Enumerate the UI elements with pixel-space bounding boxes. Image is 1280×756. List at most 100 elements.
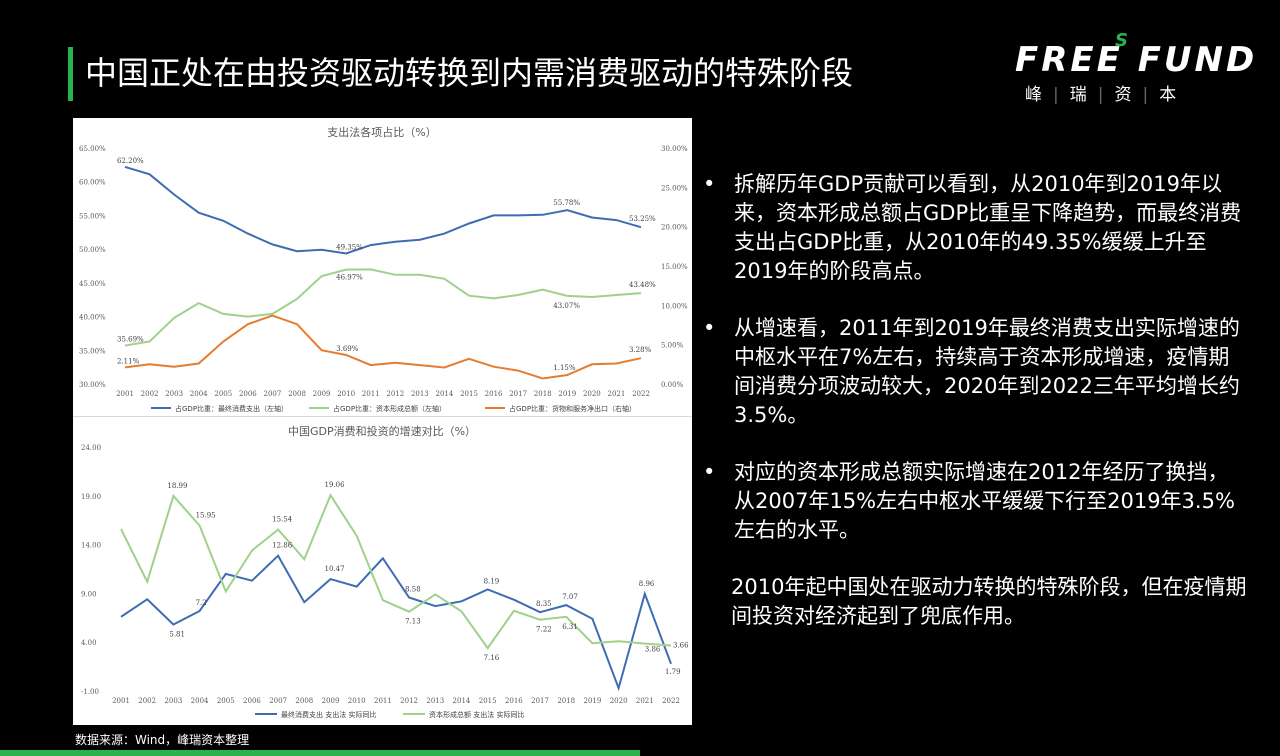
logo-char: 瑞	[1069, 85, 1089, 105]
series-line-1	[120, 493, 672, 650]
data-label: 10.47	[325, 565, 345, 573]
legend-label: 占GDP比重：资本形成总额（左轴）	[333, 404, 446, 413]
bullet-list: • 拆解历年GDP贡献可以看到，从2010年到2019年以来，资本形成总额占GDP…	[703, 170, 1243, 573]
x-tick-label: 2009	[322, 697, 340, 705]
x-tick-label: 2012	[400, 697, 418, 705]
x-tick-label: 2014	[453, 697, 471, 705]
y-tick-label: 14.00	[81, 542, 101, 550]
bullet-item: • 拆解历年GDP贡献可以看到，从2010年到2019年以来，资本形成总额占GDP…	[703, 172, 1242, 283]
series-line-2	[124, 314, 642, 380]
y-right-tick-label: 5.00%	[661, 342, 684, 350]
x-tick-label: 2018	[534, 390, 552, 398]
y-tick-label: 24.00	[81, 444, 101, 452]
data-label: 46.97%	[336, 274, 363, 282]
data-label: 43.07%	[553, 302, 580, 310]
series-line-0	[120, 554, 672, 692]
legend-label: 资本形成总额 支出法 实际同比	[429, 710, 524, 719]
x-tick-label: 2018	[557, 697, 575, 705]
x-tick-label: 2015	[460, 390, 478, 398]
x-tick-label: 2021	[636, 697, 654, 705]
x-tick-label: 2001	[112, 697, 130, 705]
summary-text: 2010年起中国处在驱动力转换的特殊阶段，但在疫情期间投资对经济起到了兜底作用。	[731, 575, 1247, 628]
y-right-tick-label: 25.00%	[661, 184, 688, 192]
y-tick-label: -1.00	[81, 688, 99, 696]
data-label: 53.25%	[629, 215, 656, 223]
x-tick-label: 2021	[608, 390, 626, 398]
x-tick-label: 2007	[264, 390, 282, 398]
x-tick-label: 2022	[662, 697, 680, 705]
data-label: 7.13	[405, 618, 421, 626]
data-label: 6.31	[562, 623, 578, 631]
x-tick-label: 2007	[269, 697, 287, 705]
x-tick-label: 2016	[485, 390, 503, 398]
data-label: 3.28%	[629, 346, 652, 354]
x-tick-label: 2017	[509, 390, 527, 398]
x-tick-label: 2014	[436, 390, 454, 398]
x-tick-label: 2004	[190, 390, 208, 398]
x-tick-label: 2002	[138, 697, 156, 705]
data-label: 19.06	[325, 481, 346, 489]
data-label: 3.86	[645, 646, 661, 654]
bottom-accent-bar	[0, 750, 640, 756]
series-line-1	[124, 268, 642, 347]
logo-wordmark: FREE FUND	[1015, 40, 1258, 80]
bullet-item: • 对应的资本形成总额实际增速在2012年经历了换挡，从2007年15%左右中枢水…	[703, 460, 1235, 542]
logo-s-mark: S	[1115, 30, 1128, 51]
data-label: 2.11%	[117, 357, 140, 365]
y-left-tick-label: 50.00%	[79, 246, 106, 254]
data-label: 8.19	[484, 577, 500, 585]
data-label: 7.07	[562, 593, 578, 601]
data-label: 12.86	[272, 542, 293, 550]
x-tick-label: 2016	[505, 697, 523, 705]
x-tick-label: 2020	[610, 697, 628, 705]
x-tick-label: 2001	[116, 390, 134, 398]
y-tick-label: 19.00	[81, 493, 101, 501]
data-label: 7.2	[196, 599, 207, 607]
data-label: 49.35%	[336, 244, 363, 252]
x-tick-label: 2006	[239, 390, 257, 398]
data-label: 5.81	[169, 631, 185, 639]
x-tick-label: 2011	[374, 697, 392, 705]
y-right-tick-label: 20.00%	[661, 224, 688, 232]
x-tick-label: 2010	[337, 390, 355, 398]
y-tick-label: 4.00	[81, 639, 97, 647]
data-label: 18.99	[167, 482, 187, 490]
x-tick-label: 2020	[583, 390, 601, 398]
x-tick-label: 2005	[217, 697, 235, 705]
x-tick-label: 2022	[632, 390, 650, 398]
legend-label: 占GDP比重：货物和服务净出口（右轴）	[509, 404, 636, 413]
data-label: 15.95	[196, 512, 216, 520]
x-tick-label: 2012	[386, 390, 404, 398]
logo-char: 峰	[1025, 85, 1044, 105]
x-tick-label: 2019	[558, 390, 576, 398]
y-right-tick-label: 0.00%	[661, 381, 684, 389]
logo-char: 本	[1159, 85, 1179, 105]
x-tick-label: 2005	[214, 390, 232, 398]
y-left-tick-label: 35.00%	[79, 347, 106, 355]
chart-title: 中国GDP消费和投资的增速对比（%）	[288, 424, 476, 438]
x-tick-label: 2009	[313, 390, 331, 398]
data-label: 1.15%	[553, 364, 576, 372]
brand-logo: FREE FUND S 峰 | 瑞 | 资 | 本	[1015, 30, 1258, 106]
y-left-tick-label: 40.00%	[79, 314, 106, 322]
data-label: 1.79	[665, 668, 681, 676]
bullet-text: 从增速看，2011年到2019年最终消费支出实际增速的中枢水平在7%左右，持续高…	[734, 316, 1240, 427]
data-label: 7.22	[536, 626, 552, 634]
data-label: 62.20%	[117, 157, 144, 165]
data-label: 8.35	[536, 600, 552, 608]
x-tick-label: 2015	[479, 697, 497, 705]
legend-label: 占GDP比重：最终消费支出（左轴）	[175, 404, 288, 413]
growth-comparison-chart: 中国GDP消费和投资的增速对比（%） -1.00 4.00 9.00 14.00 19.0…	[81, 424, 689, 719]
chart-divider	[73, 416, 692, 417]
x-tick-label: 2004	[191, 697, 209, 705]
y-tick-label: 9.00	[81, 590, 97, 598]
data-label: 8.58	[405, 585, 421, 593]
x-tick-label: 2017	[531, 697, 549, 705]
x-tick-label: 2003	[165, 390, 183, 398]
expenditure-share-chart: 支出法各项占比（%） 30.00% 35.00% 40.00% 45.00% 50.00%…	[79, 125, 688, 413]
y-right-tick-label: 10.00%	[661, 302, 688, 310]
x-tick-label: 2006	[243, 697, 261, 705]
x-tick-label: 2010	[348, 697, 366, 705]
bullet-text: 拆解历年GDP贡献可以看到，从2010年到2019年以来，资本形成总额占GDP比…	[734, 172, 1242, 283]
x-tick-label: 2008	[295, 697, 313, 705]
